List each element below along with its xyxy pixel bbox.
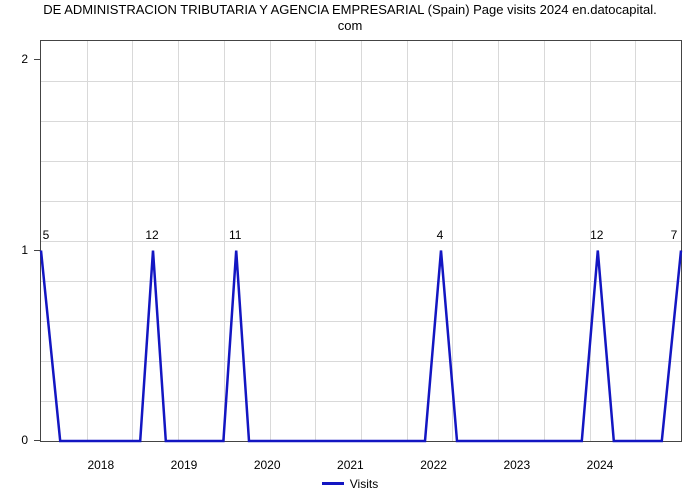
data-label: 12 <box>145 228 158 242</box>
x-tick-label: 2021 <box>337 458 364 472</box>
chart-title-line2: com <box>338 18 363 33</box>
y-tick-mark <box>34 440 40 441</box>
x-tick-label: 2019 <box>171 458 198 472</box>
x-tick-label: 2024 <box>587 458 614 472</box>
data-label: 5 <box>43 228 50 242</box>
y-tick-mark <box>34 250 40 251</box>
visits-line-chart: DE ADMINISTRACION TRIBUTARIA Y AGENCIA E… <box>0 0 700 500</box>
data-label: 7 <box>671 228 678 242</box>
y-tick-label: 2 <box>0 52 28 66</box>
plot-area <box>40 40 682 442</box>
x-tick-label: 2020 <box>254 458 281 472</box>
data-label: 11 <box>229 228 241 242</box>
data-label: 12 <box>590 228 603 242</box>
visits-series <box>41 41 681 441</box>
legend-label: Visits <box>350 477 378 491</box>
chart-title-line1: DE ADMINISTRACION TRIBUTARIA Y AGENCIA E… <box>43 2 656 17</box>
y-tick-mark <box>34 59 40 60</box>
x-tick-label: 2022 <box>420 458 447 472</box>
y-tick-label: 0 <box>0 433 28 447</box>
x-tick-label: 2023 <box>503 458 530 472</box>
y-tick-label: 1 <box>0 243 28 257</box>
data-label: 4 <box>437 228 444 242</box>
x-tick-label: 2018 <box>87 458 114 472</box>
legend-swatch <box>322 482 344 485</box>
chart-title: DE ADMINISTRACION TRIBUTARIA Y AGENCIA E… <box>0 2 700 35</box>
legend: Visits <box>0 476 700 491</box>
